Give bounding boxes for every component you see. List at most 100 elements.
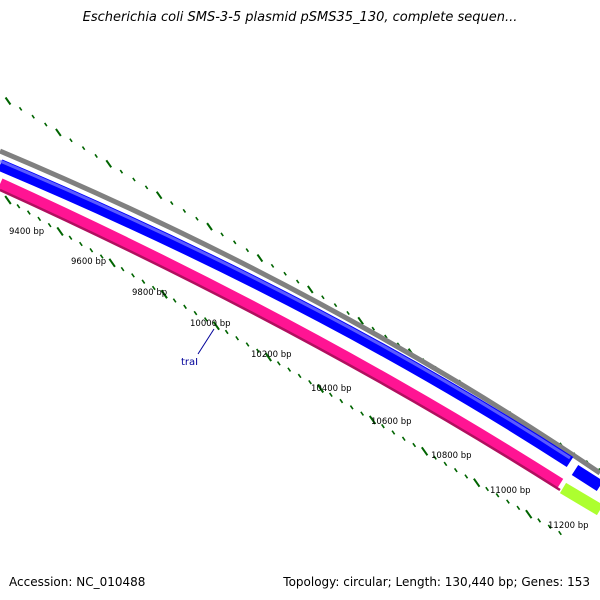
ruler-label: 9400 bp	[9, 227, 44, 237]
outer-tick	[144, 185, 149, 190]
outer-tick	[384, 334, 388, 339]
ruler-label: 10200 bp	[251, 350, 292, 360]
inner-tick	[495, 493, 500, 498]
inner-tick	[287, 367, 292, 372]
ruler-label: 11200 bp	[548, 521, 589, 531]
outer-tick	[4, 96, 12, 106]
inner-tick	[203, 317, 208, 322]
inner-tick	[264, 352, 272, 362]
outer-tick	[245, 248, 250, 253]
inner-tick	[160, 289, 168, 299]
other-gene-track	[559, 482, 600, 516]
inner-tick	[256, 348, 260, 354]
ruler-label: 10000 bp	[190, 319, 231, 329]
ruler-label: 10600 bp	[371, 417, 412, 427]
outer-tick	[31, 114, 35, 119]
outer-tick	[105, 159, 113, 168]
forward-gene-highlight	[0, 159, 571, 460]
inner-tick	[297, 373, 302, 379]
outer-tick	[333, 303, 338, 308]
inner-tick	[131, 273, 135, 278]
inner-tick	[183, 304, 187, 310]
forward-gene-track	[0, 159, 574, 468]
inner-tick	[420, 446, 429, 456]
inner-tick	[349, 405, 354, 410]
inner-tick	[412, 442, 417, 448]
inner-tick	[537, 518, 542, 523]
ruler-label: 9800 bp	[132, 288, 167, 298]
feature-label-traI: traI	[181, 357, 198, 368]
inner-tick	[443, 461, 448, 467]
outer-tick	[307, 285, 314, 294]
outer-tick	[132, 177, 136, 182]
inner-tick	[485, 486, 490, 492]
inner-tick	[120, 266, 125, 272]
outer-tick	[119, 169, 124, 174]
inner-tick	[151, 285, 156, 291]
inner-tick	[391, 430, 396, 435]
inner-tick	[328, 392, 333, 398]
reverse-gene-shadow	[0, 188, 561, 492]
inner-tick	[558, 530, 562, 536]
inner-tick	[547, 524, 552, 529]
inner-tick	[141, 279, 146, 284]
outer-tick	[270, 263, 275, 268]
outer-tick	[206, 222, 213, 231]
outer-tick	[295, 279, 300, 284]
inner-tick	[453, 467, 458, 473]
genome-stats: Topology: circular; Length: 130,440 bp; …	[283, 575, 590, 589]
forward-gene-track-2	[571, 464, 600, 492]
outer-tick	[283, 271, 287, 276]
backbone-track	[0, 148, 600, 476]
inner-tick	[78, 241, 83, 247]
inner-tick	[308, 379, 312, 385]
inner-tick	[56, 226, 64, 236]
inner-tick-marks	[4, 195, 562, 536]
inner-tick	[37, 216, 42, 222]
outer-tick	[44, 122, 48, 127]
outer-tick	[256, 253, 264, 263]
outer-tick	[69, 138, 73, 143]
inner-tick	[360, 411, 365, 416]
outer-tick	[182, 208, 187, 213]
ruler-label: 11000 bp	[490, 486, 531, 496]
outer-tick	[321, 295, 325, 300]
reverse-gene-track	[0, 178, 564, 490]
inner-tick	[276, 361, 281, 366]
inner-tick	[245, 342, 250, 347]
inner-tick	[4, 195, 12, 205]
outer-tick	[232, 240, 237, 245]
inner-tick	[316, 383, 325, 394]
feature-pointer-line	[197, 328, 215, 355]
inner-tick	[433, 455, 437, 460]
inner-tick	[525, 509, 533, 519]
ruler-label: 10400 bp	[311, 384, 352, 394]
inner-tick	[212, 321, 220, 331]
inner-tick	[401, 436, 406, 442]
inner-tick	[26, 210, 31, 215]
outer-tick	[155, 191, 163, 200]
ruler-label: 9600 bp	[71, 257, 106, 267]
accession-label: Accession: NC_010488	[9, 575, 146, 589]
inner-tick	[68, 235, 73, 240]
inner-tick	[172, 298, 177, 303]
inner-tick	[193, 310, 198, 316]
inner-tick	[381, 423, 385, 429]
outer-tick	[598, 467, 600, 472]
inner-tick	[47, 222, 52, 228]
outer-tick	[55, 128, 62, 137]
outer-tick	[81, 146, 86, 151]
inner-tick	[339, 398, 344, 404]
outer-tick	[346, 310, 350, 316]
outer-tick	[169, 201, 174, 206]
inner-tick	[473, 478, 481, 488]
inner-tick	[235, 335, 240, 341]
inner-tick	[16, 204, 21, 209]
outer-tick	[195, 216, 199, 221]
inner-tick	[464, 474, 469, 479]
ruler-label: 10800 bp	[431, 451, 472, 461]
ruler-labels: 9400 bp 9600 bp 9800 bp 10000 bp 10200 bp 104…	[9, 227, 589, 531]
map-title: Escherichia coli SMS-3-5 plasmid pSMS35_…	[82, 10, 518, 25]
inner-tick	[224, 329, 229, 335]
